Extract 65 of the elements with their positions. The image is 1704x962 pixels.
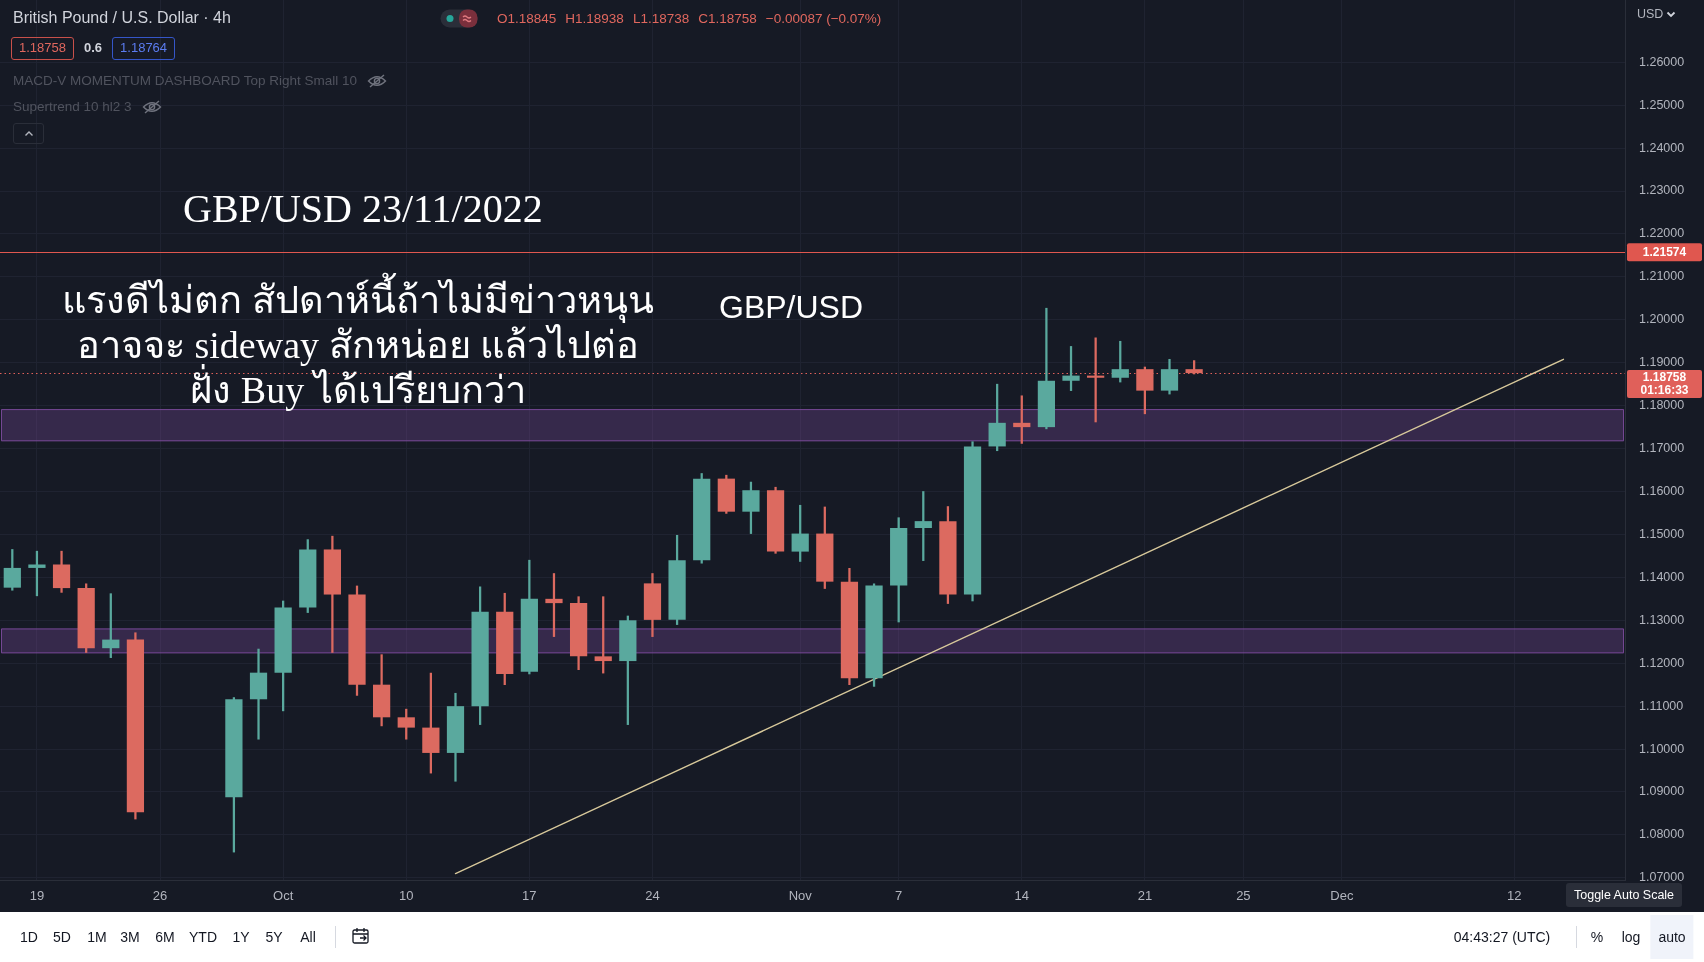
x-tick-label: Oct [273,888,294,904]
y-tick-label: 1.16000 [1639,483,1685,498]
y-tick-label: 1.09000 [1639,784,1685,799]
text: 5D [53,929,71,946]
annotation: MACD-V MOMENTUM DASHBOARD Top Right Small 10 [13,73,358,89]
annotation: 1.18764 [112,37,176,60]
candlestick [249,648,268,740]
y-tick-label: 1.07000 [1639,870,1685,885]
text: GBP/USD 23/11/2022 [183,186,543,232]
x-tick-label: 7 [895,888,903,904]
y-tick-label: 1.17000 [1639,441,1685,456]
x-tick-label: 26 [152,888,168,904]
x-tick-label: 17 [522,888,537,904]
y-tick-label: 1.14000 [1639,569,1685,584]
text: log [1621,929,1641,946]
y-tick-label: 1.15000 [1639,526,1685,541]
x-tick-label: 21 [1137,888,1153,904]
annotation: British Pound / U.S. Dollar · 4h [13,9,231,28]
y-tick-label: 1.21000 [1639,269,1685,284]
text: 1Y [232,929,250,946]
x-tick-label: Nov [788,888,813,904]
y-tick-label: 1.23000 [1639,183,1685,198]
text: 1D [20,929,38,946]
x-tick-label: 14 [1014,888,1030,904]
x-tick-label: 19 [29,888,45,904]
y-tick-label: 1.11000 [1639,698,1684,713]
y-axis-title: USD [1637,7,1664,22]
y-tick-label: 1.12000 [1639,655,1685,670]
y-tick-label: 1.08000 [1639,827,1685,842]
x-tick-label: 25 [1236,888,1251,904]
x-tick-label: Dec [1330,888,1354,904]
ref-line-label: 1.21574 [1642,245,1687,260]
text: 1M [87,929,107,946]
annotation: GBP/USD [719,289,864,326]
y-tick-label: 1.18000 [1639,398,1685,413]
y-tick-label: 1.19000 [1639,355,1685,370]
text: 6M [155,929,175,946]
text: auto [1650,915,1694,960]
annotation: L1.18738 [632,11,690,27]
x-tick-label: 12 [1506,888,1522,904]
text: % [1590,929,1604,946]
annotation: 0.6 [84,40,103,56]
y-tick-label: 1.13000 [1639,612,1685,627]
text: Toggle Auto Scale [1566,883,1683,908]
x-tick-label: 10 [399,888,414,904]
y-tick-label: 1.25000 [1639,97,1685,112]
text: 5Y [265,929,283,946]
text: All [300,929,316,946]
text: YTD [189,929,217,946]
y-tick-label: 1.26000 [1639,54,1685,69]
y-tick-label: 1.22000 [1639,226,1685,241]
y-tick-label: 1.10000 [1639,741,1685,756]
text: 04:43:27 (UTC) [1453,929,1551,946]
y-tick-label: 1.24000 [1639,140,1685,155]
text: 3M [120,929,140,946]
annotation: −0.00087 (−0.07%) [765,11,882,27]
annotation: Supertrend 10 hl2 3 [13,99,132,115]
annotation: H1.18938 [565,11,624,27]
y-tick-label: 1.20000 [1639,312,1685,327]
ref-line-label: 1.18758 [1642,369,1687,384]
x-tick-label: 24 [645,888,660,904]
annotation: O1.18845 [497,11,557,27]
annotation: 1.18758 [11,37,74,60]
text: 01:16:33 [1640,382,1689,397]
annotation: C1.18758 [698,11,757,27]
